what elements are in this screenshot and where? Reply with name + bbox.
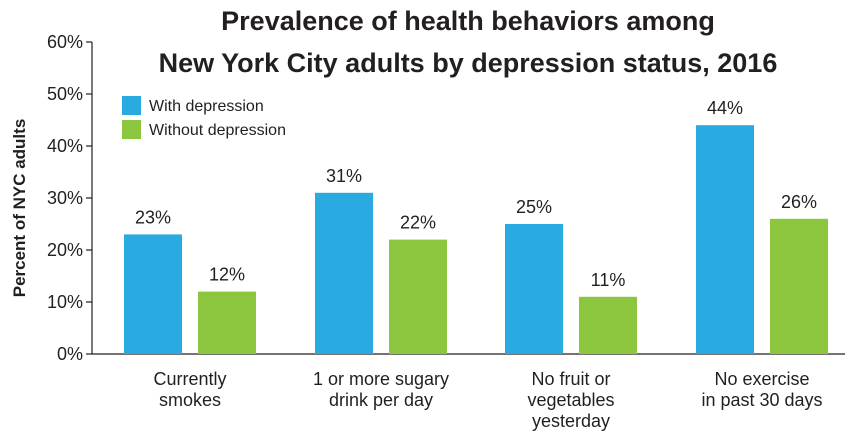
bar-with-depression xyxy=(315,192,373,354)
y-tick-label: 40% xyxy=(47,136,83,156)
data-label: 12% xyxy=(209,265,245,285)
y-tick-label: 30% xyxy=(47,188,83,208)
x-tick-label: No exercise xyxy=(714,369,809,389)
y-tick-label: 0% xyxy=(57,344,83,364)
chart-title-line: Prevalence of health behaviors among xyxy=(221,6,715,36)
bar-without-depression xyxy=(198,291,256,354)
y-tick-label: 20% xyxy=(47,240,83,260)
y-axis: 0% 10% 20% 30% 40% 50% 60% xyxy=(47,32,845,364)
bar-without-depression xyxy=(389,239,447,354)
data-label: 25% xyxy=(516,197,552,217)
bar-without-depression xyxy=(579,296,637,354)
data-labels: 23% 12% 31% 22% 25% 11% 44% 26% xyxy=(135,98,817,290)
bar-with-depression xyxy=(505,224,563,354)
legend-swatch xyxy=(122,96,141,115)
y-axis-label: Percent of NYC adults xyxy=(10,119,29,298)
bar-without-depression xyxy=(770,218,828,354)
data-label: 11% xyxy=(591,270,626,290)
legend-label: With depression xyxy=(149,98,264,115)
chart-title-line: New York City adults by depression statu… xyxy=(159,48,778,78)
x-tick-label: drink per day xyxy=(329,390,433,410)
x-tick-label: vegetables xyxy=(527,390,614,410)
y-tick-label: 60% xyxy=(47,32,83,52)
data-label: 23% xyxy=(135,207,171,227)
x-tick-label: No fruit or xyxy=(531,369,610,389)
data-label: 26% xyxy=(781,192,817,212)
legend-label: Without depression xyxy=(149,122,286,139)
y-tick-label: 50% xyxy=(47,84,83,104)
y-axis-label-group: Percent of NYC adults xyxy=(10,119,29,298)
chart-title: Prevalence of health behaviors among New … xyxy=(159,6,778,78)
bars xyxy=(124,125,828,354)
x-tick-label: in past 30 days xyxy=(701,390,822,410)
x-tick-label: Currently xyxy=(153,369,226,389)
legend-swatch xyxy=(122,120,141,139)
x-tick-label: 1 or more sugary xyxy=(313,369,449,389)
legend: With depression Without depression xyxy=(122,96,286,139)
data-label: 31% xyxy=(326,166,362,186)
x-tick-label: smokes xyxy=(159,390,221,410)
x-tick-label: yesterday xyxy=(532,411,610,431)
bar-with-depression xyxy=(124,234,182,354)
bar-with-depression xyxy=(696,125,754,354)
data-label: 44% xyxy=(707,98,743,118)
data-label: 22% xyxy=(400,213,436,233)
y-tick-label: 10% xyxy=(47,292,83,312)
